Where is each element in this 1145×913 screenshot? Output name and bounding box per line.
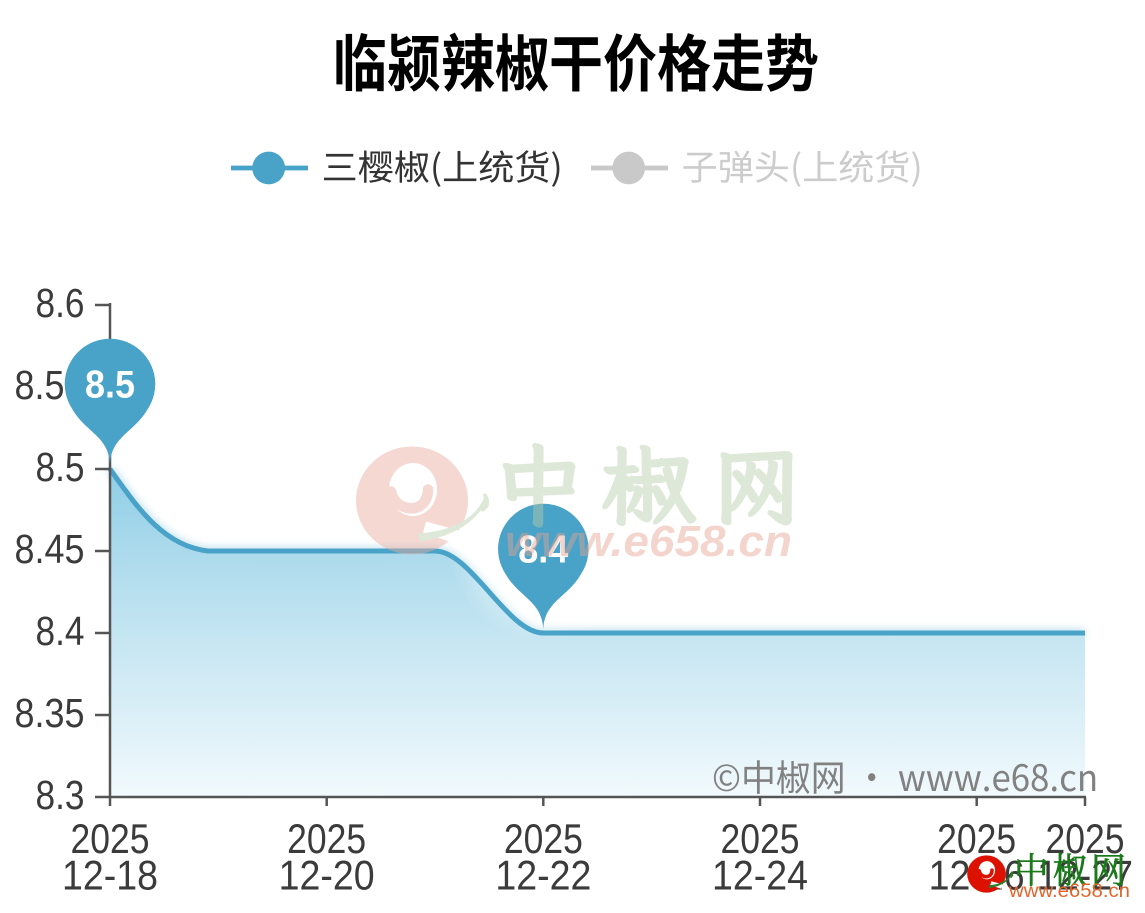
svg-text:www.e658.cn: www.e658.cn [505,517,792,566]
svg-text:8.4: 8.4 [518,529,568,572]
svg-text:www.e658.cn: www.e658.cn [1008,881,1130,902]
svg-text:12-24: 12-24 [712,852,808,899]
svg-text:2025: 2025 [721,815,800,862]
svg-text:8.45: 8.45 [15,526,85,572]
svg-text:8.4: 8.4 [36,608,85,654]
svg-text:8.5: 8.5 [85,364,135,407]
svg-text:2025: 2025 [504,815,583,862]
svg-text:8.6: 8.6 [36,280,85,326]
svg-text:2025: 2025 [287,815,366,862]
svg-text:2025: 2025 [71,815,150,862]
svg-text:8.5: 8.5 [36,444,85,490]
svg-text:12-20: 12-20 [279,852,375,899]
svg-text:8.35: 8.35 [15,690,85,736]
svg-text:8.3: 8.3 [36,772,85,818]
svg-text:12-22: 12-22 [495,852,591,899]
svg-text:12-18: 12-18 [62,852,158,899]
svg-text:2025: 2025 [937,815,1016,862]
